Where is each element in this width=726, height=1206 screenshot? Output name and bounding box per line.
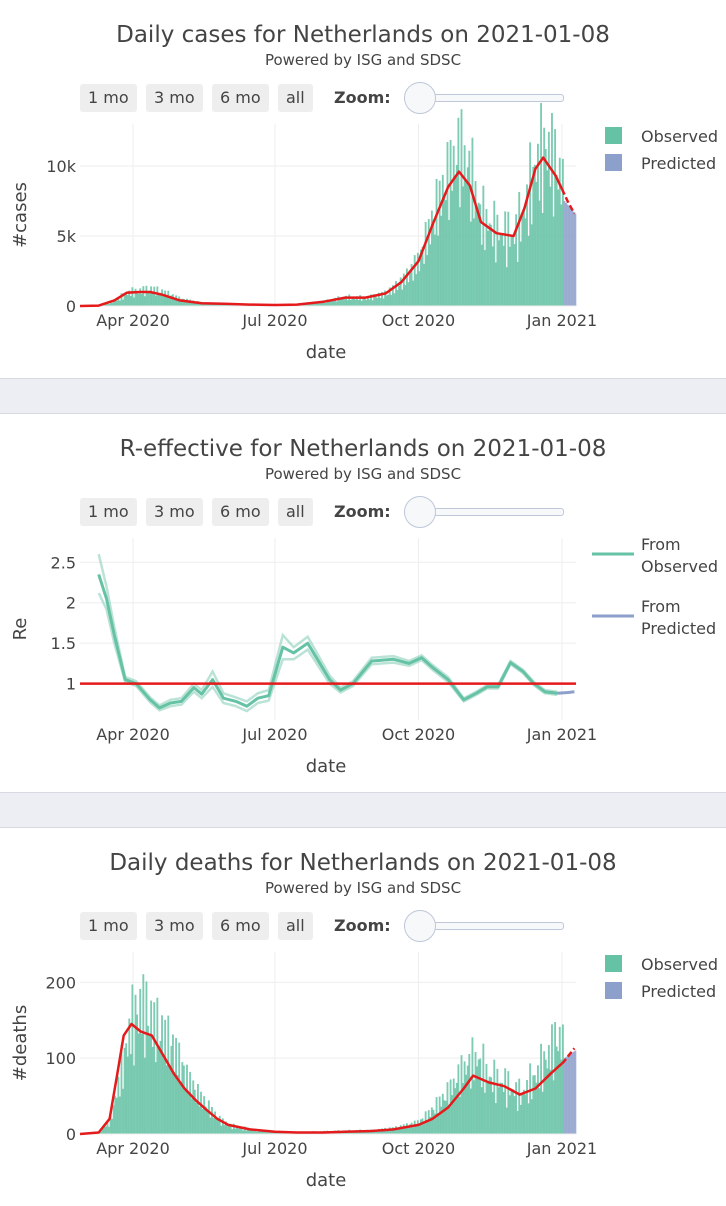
x-tick-label: Apr 2020 — [96, 1139, 169, 1158]
cases-panel: Daily cases for Netherlands on 2021-01-0… — [0, 0, 726, 378]
re-lower-line — [99, 593, 558, 711]
deaths-panel: Daily deaths for Netherlands on 2021-01-… — [0, 828, 726, 1206]
y-tick-label: 200 — [45, 973, 76, 992]
legend-observed-label: Observed — [641, 955, 718, 974]
x-axis-title: date — [306, 1170, 347, 1191]
legend-predicted-swatch — [605, 154, 622, 171]
legend-predicted-label: Predicted — [641, 982, 716, 1001]
y-axis-title: Re — [10, 618, 31, 641]
x-axis-title: date — [306, 342, 347, 363]
legend-predicted-label: Predicted — [641, 619, 716, 638]
re-predicted-line — [557, 692, 574, 694]
y-tick-label: 10k — [46, 157, 76, 176]
x-tick-label: Jul 2020 — [241, 725, 307, 744]
y-axis-title: #cases — [10, 182, 31, 248]
y-tick-label: 100 — [45, 1049, 76, 1068]
legend-predicted-label: Predicted — [641, 154, 716, 173]
panel-separator — [0, 378, 726, 414]
y-tick-label: 0 — [66, 297, 76, 316]
predicted-bar — [574, 214, 576, 306]
legend-observed-swatch — [605, 955, 622, 972]
deaths-chart-svg: 0 100 200 Apr 2020 Jul 2020 Oct 2020 Jan 2021 d… — [0, 828, 726, 1206]
y-axis-title: #deaths — [10, 1005, 31, 1081]
legend-observed-label: Observed — [641, 127, 718, 146]
x-tick-label: Oct 2020 — [382, 1139, 455, 1158]
x-tick-label: Jul 2020 — [241, 1139, 307, 1158]
predicted-bar — [574, 1051, 576, 1134]
x-tick-label: Jan 2021 — [526, 311, 597, 330]
legend-predicted-label: From — [641, 597, 681, 616]
reff-chart-svg: 1 1.5 2 2.5 Apr 2020 Jul 2020 Oct 2020 Jan 2021… — [0, 414, 726, 792]
x-tick-label: Oct 2020 — [382, 311, 455, 330]
x-tick-label: Oct 2020 — [382, 725, 455, 744]
y-tick-label: 1 — [66, 675, 76, 694]
y-tick-label: 1.5 — [51, 634, 76, 653]
x-tick-label: Apr 2020 — [96, 311, 169, 330]
panel-separator — [0, 792, 726, 828]
x-axis-title: date — [306, 756, 347, 777]
x-tick-label: Jan 2021 — [526, 1139, 597, 1158]
x-tick-label: Jul 2020 — [241, 311, 307, 330]
x-tick-label: Apr 2020 — [96, 725, 169, 744]
y-tick-label: 5k — [57, 227, 77, 246]
x-tick-label: Jan 2021 — [526, 725, 597, 744]
y-tick-label: 0 — [66, 1125, 76, 1144]
re-observed-line — [99, 574, 558, 708]
legend-predicted-swatch — [605, 982, 622, 999]
cases-chart-svg: 0 5k 10k Apr 2020 Jul 2020 Oct 2020 Jan 2021 da… — [0, 0, 726, 378]
legend-observed-label: From — [641, 535, 681, 554]
reff-panel: R-effective for Netherlands on 2021-01-0… — [0, 414, 726, 792]
y-tick-label: 2 — [66, 594, 76, 613]
legend-observed-label: Observed — [641, 557, 718, 576]
legend-observed-swatch — [605, 127, 622, 144]
y-tick-label: 2.5 — [51, 553, 76, 572]
